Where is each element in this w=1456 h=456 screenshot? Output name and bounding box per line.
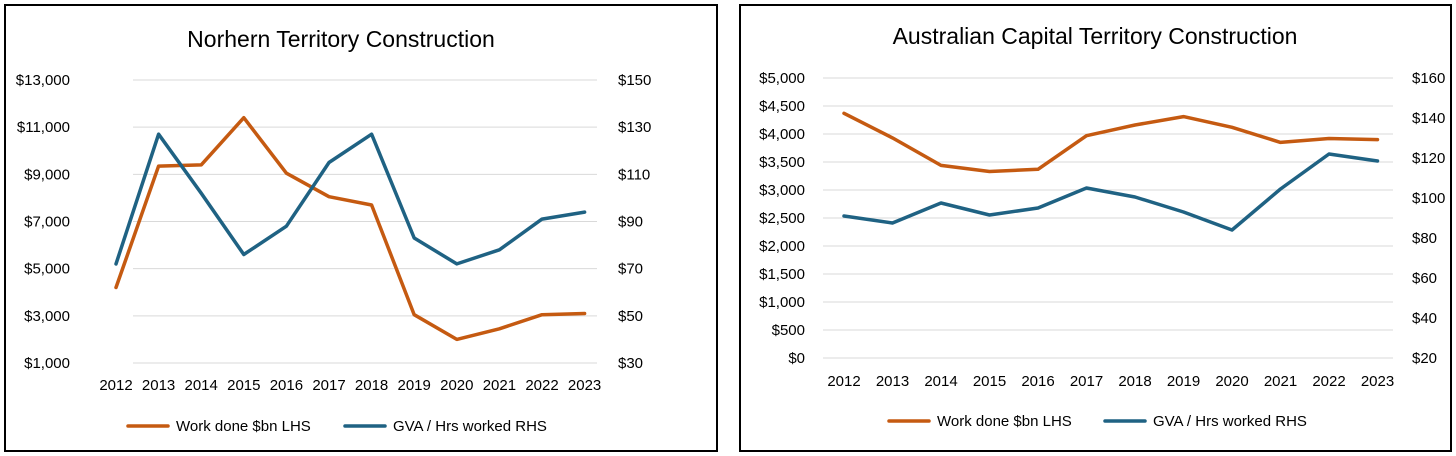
y-right-tick-label: $120 <box>1412 150 1445 167</box>
y-left-tick-label: $7,000 <box>24 214 70 231</box>
y-right-tick-label: $30 <box>618 355 643 372</box>
y-right-tick-label: $80 <box>1412 230 1437 247</box>
x-tick-label: 2017 <box>1070 373 1103 390</box>
x-tick-label: 2016 <box>1021 373 1054 390</box>
y-left-tick-label: $11,000 <box>17 119 70 136</box>
x-tick-label: 2016 <box>270 377 303 394</box>
legend-label: GVA / Hrs worked RHS <box>1153 413 1307 430</box>
legend-label: GVA / Hrs worked RHS <box>393 418 547 435</box>
series-line-work-done <box>114 115 587 342</box>
y-left-tick-label: $13,000 <box>16 72 70 89</box>
chart-act: Australian Capital Territory Constructio… <box>759 23 1445 430</box>
x-tick-label: 2019 <box>1167 373 1200 390</box>
x-tick-label: 2017 <box>312 377 345 394</box>
x-tick-label: 2018 <box>355 377 388 394</box>
series-line-gva <box>114 132 587 266</box>
y-left-tick-label: $5,000 <box>759 70 805 87</box>
x-tick-label: 2012 <box>99 377 132 394</box>
x-tick-label: 2014 <box>924 373 957 390</box>
x-tick-label: 2020 <box>440 377 473 394</box>
chart-title: Norhern Territory Construction <box>187 26 495 52</box>
series-line-gva <box>842 152 1380 232</box>
chart-title: Australian Capital Territory Constructio… <box>893 23 1298 49</box>
y-left-tick-label: $5,000 <box>24 261 70 278</box>
x-tick-label: 2021 <box>1264 373 1297 390</box>
x-tick-label: 2022 <box>525 377 558 394</box>
chart-northern-territory: Norhern Territory Construction $1,000 $3,… <box>16 26 652 435</box>
x-tick-label: 2023 <box>1361 373 1394 390</box>
y-left-tick-label: $9,000 <box>24 166 70 183</box>
y-right-tick-label: $40 <box>1412 310 1437 327</box>
y-left-tick-label: $2,000 <box>759 238 805 255</box>
y-left-tick-label: $3,500 <box>759 154 805 171</box>
y-right-tick-label: $60 <box>1412 270 1437 287</box>
x-tick-label: 2023 <box>568 377 601 394</box>
y-left-tick-label: $1,000 <box>24 355 70 372</box>
x-tick-label: 2018 <box>1118 373 1151 390</box>
y-left-tick-label: $4,000 <box>759 126 805 143</box>
y-left-tick-label: $1,000 <box>759 294 805 311</box>
legend-label: Work done $bn LHS <box>937 413 1072 430</box>
x-tick-label: 2014 <box>185 377 218 394</box>
x-tick-label: 2015 <box>973 373 1006 390</box>
y-right-tick-label: $150 <box>618 72 651 89</box>
y-left-tick-label: $3,000 <box>24 308 70 325</box>
y-left-tick-label: $0 <box>788 350 805 367</box>
y-right-tick-label: $110 <box>618 166 650 183</box>
x-tick-label: 2012 <box>827 373 860 390</box>
y-right-tick-label: $140 <box>1412 110 1445 127</box>
x-tick-label: 2019 <box>398 377 431 394</box>
y-right-tick-label: $20 <box>1412 350 1437 367</box>
y-left-tick-label: $3,000 <box>759 182 805 199</box>
legend-label: Work done $bn LHS <box>176 418 311 435</box>
y-right-tick-label: $50 <box>618 308 643 325</box>
y-left-tick-label: $4,500 <box>759 98 805 115</box>
y-left-tick-label: $2,500 <box>759 210 805 227</box>
x-tick-label: 2020 <box>1215 373 1248 390</box>
x-tick-label: 2013 <box>142 377 175 394</box>
x-tick-label: 2015 <box>227 377 260 394</box>
y-right-tick-label: $130 <box>618 119 651 136</box>
x-tick-label: 2021 <box>483 377 516 394</box>
y-left-tick-label: $1,500 <box>759 266 805 283</box>
y-right-tick-label: $70 <box>618 261 643 278</box>
series-line-work-done <box>842 111 1380 174</box>
y-right-tick-label: $90 <box>618 214 643 231</box>
chart-panel-northern-territory: Norhern Territory Construction $1,000 $3,… <box>4 4 718 452</box>
x-tick-label: 2013 <box>876 373 909 390</box>
chart-panel-act: Australian Capital Territory Constructio… <box>739 4 1452 452</box>
y-left-tick-label: $500 <box>772 322 805 339</box>
y-right-tick-label: $160 <box>1412 70 1445 87</box>
x-tick-label: 2022 <box>1312 373 1345 390</box>
y-right-tick-label: $100 <box>1412 190 1445 207</box>
